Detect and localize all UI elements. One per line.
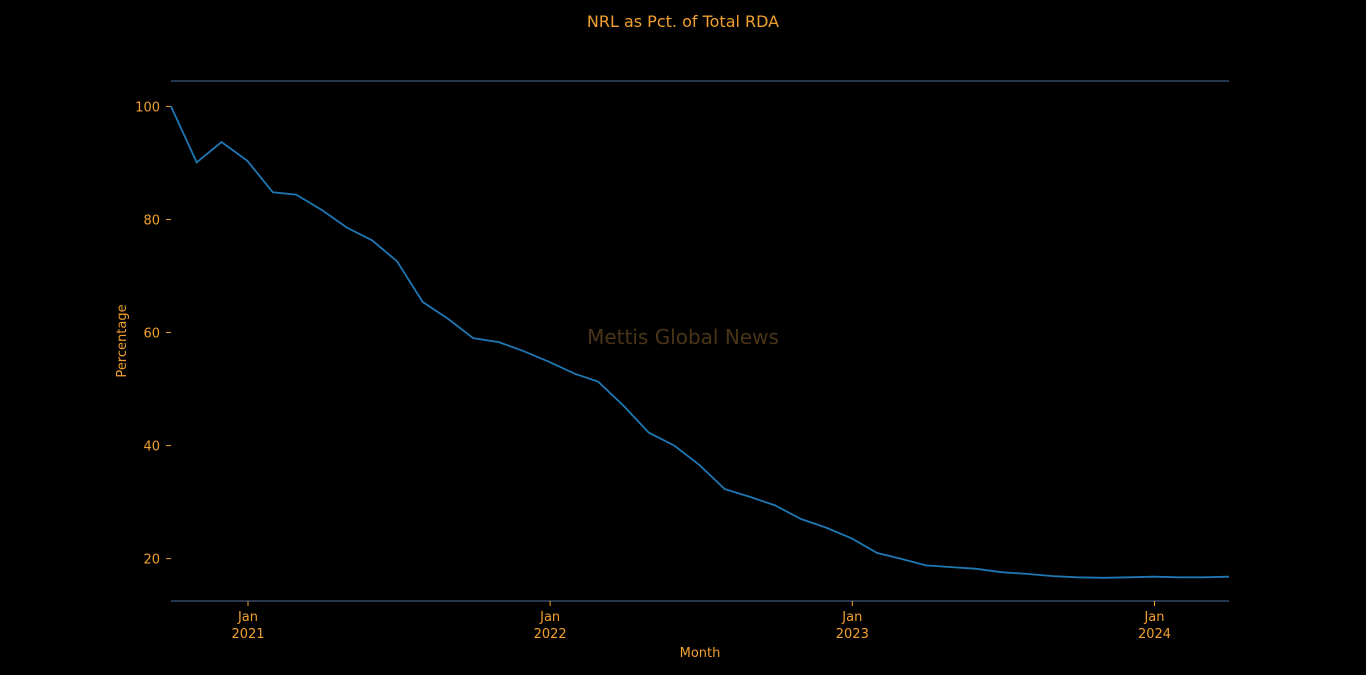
chart-title: NRL as Pct. of Total RDA bbox=[587, 12, 779, 31]
x-tick-year-label: 2022 bbox=[534, 627, 567, 642]
y-tick-label: 40 bbox=[143, 440, 160, 455]
y-tick-label: 20 bbox=[143, 553, 160, 568]
x-tick-year-label: 2021 bbox=[231, 627, 264, 642]
y-tick-label: 60 bbox=[143, 327, 160, 342]
y-axis-label: Percentage bbox=[115, 304, 130, 377]
x-tick-label: Jan bbox=[237, 610, 258, 625]
x-axis: Jan 2021 Jan 2022 Jan 2023 Jan 2024 bbox=[231, 601, 1171, 642]
y-tick-label: 100 bbox=[135, 100, 160, 115]
watermark: Mettis Global News bbox=[587, 325, 779, 349]
y-axis: 20 40 60 80 100 bbox=[135, 100, 171, 568]
x-tick-label: Jan bbox=[1143, 610, 1164, 625]
x-tick-year-label: 2024 bbox=[1138, 627, 1171, 642]
series-line bbox=[170, 106, 1230, 579]
x-tick-label: Jan bbox=[539, 610, 560, 625]
x-tick-year-label: 2023 bbox=[836, 627, 869, 642]
x-tick-label: Jan bbox=[841, 610, 862, 625]
y-tick-label: 80 bbox=[143, 213, 160, 228]
x-axis-label: Month bbox=[680, 646, 721, 661]
